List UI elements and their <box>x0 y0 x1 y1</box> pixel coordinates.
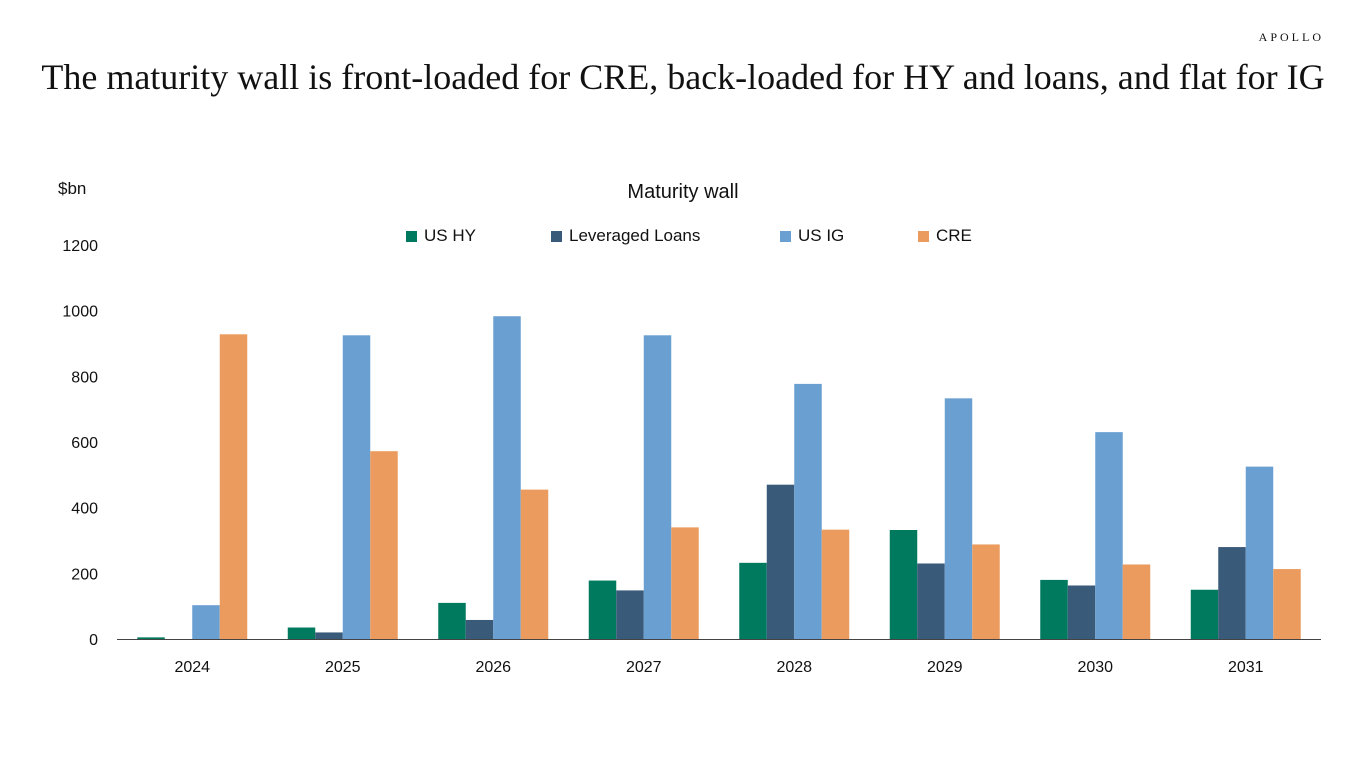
legend-swatch-us-hy <box>406 230 417 242</box>
bar-us-hy-2028 <box>739 562 767 639</box>
bar-us-hy-2031 <box>1190 589 1219 639</box>
legend-item-us-ig: US IG <box>780 226 844 246</box>
bar-leveraged-loans-2029 <box>917 563 945 639</box>
legend-swatch-us-ig <box>780 230 791 242</box>
x-tick-label: 2031 <box>1228 659 1264 676</box>
bar-us-ig-2029 <box>944 398 973 639</box>
y-tick-label: 200 <box>71 566 98 583</box>
bar-leveraged-loans-2025 <box>315 632 343 639</box>
bar-leveraged-loans-2031 <box>1218 547 1246 639</box>
x-tick-label: 2025 <box>325 659 361 676</box>
bar-us-hy-2030 <box>1040 579 1068 639</box>
bar-us-ig-2025 <box>342 335 371 639</box>
x-tick-label: 2027 <box>626 659 662 676</box>
chart-title: Maturity wall <box>627 181 739 203</box>
bar-cre-2024 <box>219 334 248 639</box>
bar-cre-2029 <box>972 544 1000 639</box>
x-tick-label: 2028 <box>776 659 812 676</box>
bar-leveraged-loans-2026 <box>465 619 494 639</box>
bar-leveraged-loans-2030 <box>1067 585 1096 639</box>
brand-logo: APOLLO <box>1258 30 1324 44</box>
bar-us-hy-2024 <box>137 637 165 639</box>
bar-cre-2026 <box>520 489 549 639</box>
legend-swatch-leveraged-loans <box>551 230 562 242</box>
y-tick-label: 800 <box>71 369 98 386</box>
bar-cre-2027 <box>671 527 699 639</box>
y-tick-label: 600 <box>71 435 98 452</box>
x-tick-label: 2026 <box>475 659 511 676</box>
legend-label-leveraged-loans: Leveraged Loans <box>569 226 701 245</box>
bar-us-hy-2025 <box>287 627 316 639</box>
headline: The maturity wall is front-loaded for CR… <box>41 57 1325 97</box>
bar-leveraged-loans-2027 <box>616 590 644 639</box>
bar-us-ig-2024 <box>192 605 220 639</box>
y-tick-label: 400 <box>71 501 98 518</box>
y-tick-label: 1000 <box>62 304 98 321</box>
x-tick-label: 2024 <box>174 659 210 676</box>
bar-us-hy-2029 <box>889 529 918 639</box>
legend-swatch-cre <box>918 230 929 242</box>
legend-item-cre: CRE <box>918 226 972 246</box>
bar-us-hy-2027 <box>588 580 617 639</box>
bar-us-ig-2028 <box>794 383 822 639</box>
legend-label-us-ig: US IG <box>798 226 845 245</box>
y-axis-unit-label: $bn <box>58 179 87 198</box>
x-tick-label: 2029 <box>927 659 963 676</box>
bar-us-ig-2026 <box>493 316 521 639</box>
bar-us-ig-2027 <box>643 335 672 639</box>
legend-label-cre: CRE <box>936 226 972 245</box>
y-tick-label: 0 <box>89 632 98 649</box>
bar-us-ig-2030 <box>1095 432 1123 639</box>
bar-cre-2030 <box>1122 564 1151 639</box>
bar-us-ig-2031 <box>1245 466 1274 639</box>
x-tick-label: 2030 <box>1077 659 1113 676</box>
bar-cre-2031 <box>1273 569 1301 639</box>
bar-cre-2028 <box>821 529 850 639</box>
bar-cre-2025 <box>370 451 398 639</box>
legend-label-us-hy: US HY <box>424 226 476 245</box>
legend-item-leveraged-loans: Leveraged Loans <box>551 226 700 246</box>
y-tick-label: 1200 <box>62 238 98 255</box>
bar-us-hy-2026 <box>438 602 466 639</box>
bar-leveraged-loans-2028 <box>766 484 795 639</box>
legend-item-us-hy: US HY <box>406 226 476 246</box>
